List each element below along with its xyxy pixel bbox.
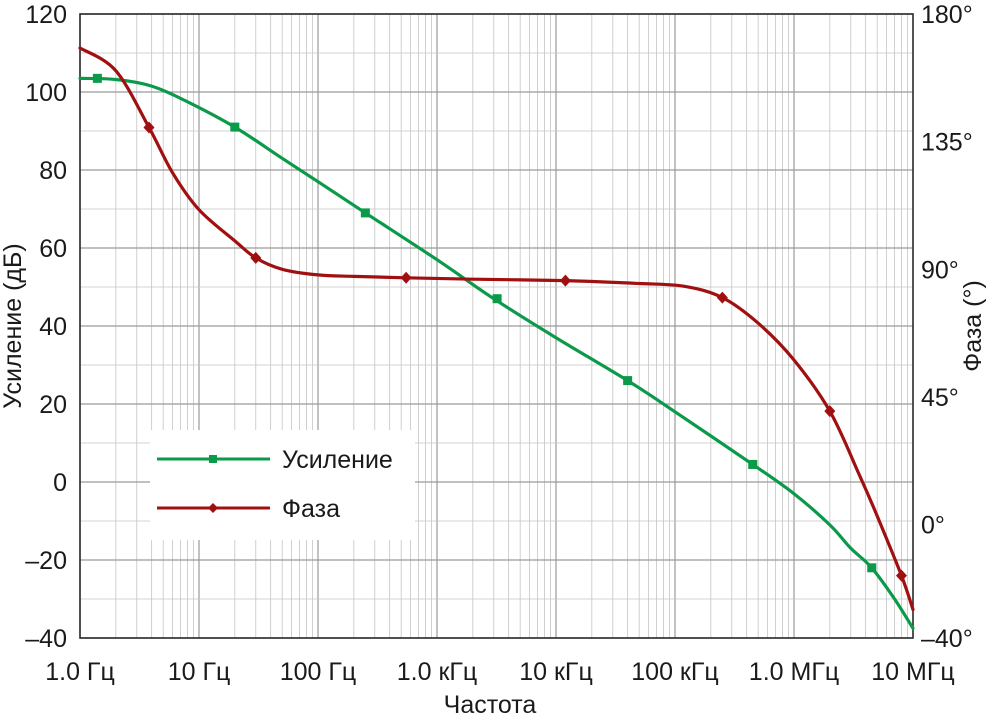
legend-gain-marker <box>209 455 217 463</box>
legend: Усиление Фаза <box>150 430 415 540</box>
phase-series-line <box>78 46 915 612</box>
phase-data-point <box>824 405 836 418</box>
legend-gain-label: Усиление <box>282 446 393 474</box>
x-tick-label: 100 кГц <box>631 658 718 686</box>
x-tick-label: 1.0 МГц <box>749 658 839 686</box>
phase-data-point <box>895 569 907 582</box>
legend-phase-marker <box>208 503 218 513</box>
phase-data-point <box>716 291 728 304</box>
y-left-tick-label: 20 <box>39 391 67 419</box>
gain-series-line <box>78 76 915 630</box>
y-axis-right-label: Фаза (°) <box>959 280 987 372</box>
y-right-tick-label: 45° <box>921 384 959 412</box>
series-layer <box>78 46 915 630</box>
phase-data-point <box>143 121 155 134</box>
x-tick-label: 1.0 Гц <box>45 658 115 686</box>
plot-frame <box>79 13 914 639</box>
gain-data-point <box>92 73 102 83</box>
x-tick-label: 10 Гц <box>168 658 231 686</box>
y-right-tick-label: 135° <box>921 129 973 157</box>
phase-data-point <box>250 251 262 264</box>
x-tick-label: 10 кГц <box>519 658 593 686</box>
y-left-tick-label: 0 <box>53 469 67 497</box>
phase-data-point <box>400 271 412 284</box>
phase-data-point <box>559 274 571 287</box>
y-left-tick-label: 60 <box>39 235 67 263</box>
y-right-tick-label: 0° <box>921 512 945 540</box>
legend-box <box>150 430 415 540</box>
legend-phase-label: Фаза <box>282 495 340 523</box>
y-right-tick-label: –40° <box>921 625 973 653</box>
y-left-tick-label: 40 <box>39 313 67 341</box>
gain-data-point <box>623 376 633 386</box>
x-axis-label: Частота <box>444 691 537 719</box>
x-tick-label: 10 МГц <box>871 658 954 686</box>
gain-data-point <box>360 208 370 218</box>
gain-data-point <box>492 294 502 304</box>
y-right-tick-label: 90° <box>921 256 959 284</box>
tick-labels: 1.0 Гц 10 Гц 100 Гц 1.0 кГц 10 кГц 100 кГц 1.0… <box>25 1 972 686</box>
gain-data-point <box>748 459 758 469</box>
y-left-tick-label: –20 <box>25 547 67 575</box>
y-left-tick-label: 100 <box>25 79 67 107</box>
y-left-tick-label: 80 <box>39 157 67 185</box>
y-left-tick-label: 120 <box>25 1 67 29</box>
x-tick-label: 1.0 кГц <box>397 658 478 686</box>
gain-data-point <box>867 563 877 573</box>
y-right-tick-label: 180° <box>921 1 973 29</box>
y-axis-left-label: Усиление (дБ) <box>0 243 27 408</box>
y-left-tick-label: –40 <box>25 625 67 653</box>
gain-data-point <box>230 122 240 132</box>
x-tick-label: 100 Гц <box>280 658 357 686</box>
